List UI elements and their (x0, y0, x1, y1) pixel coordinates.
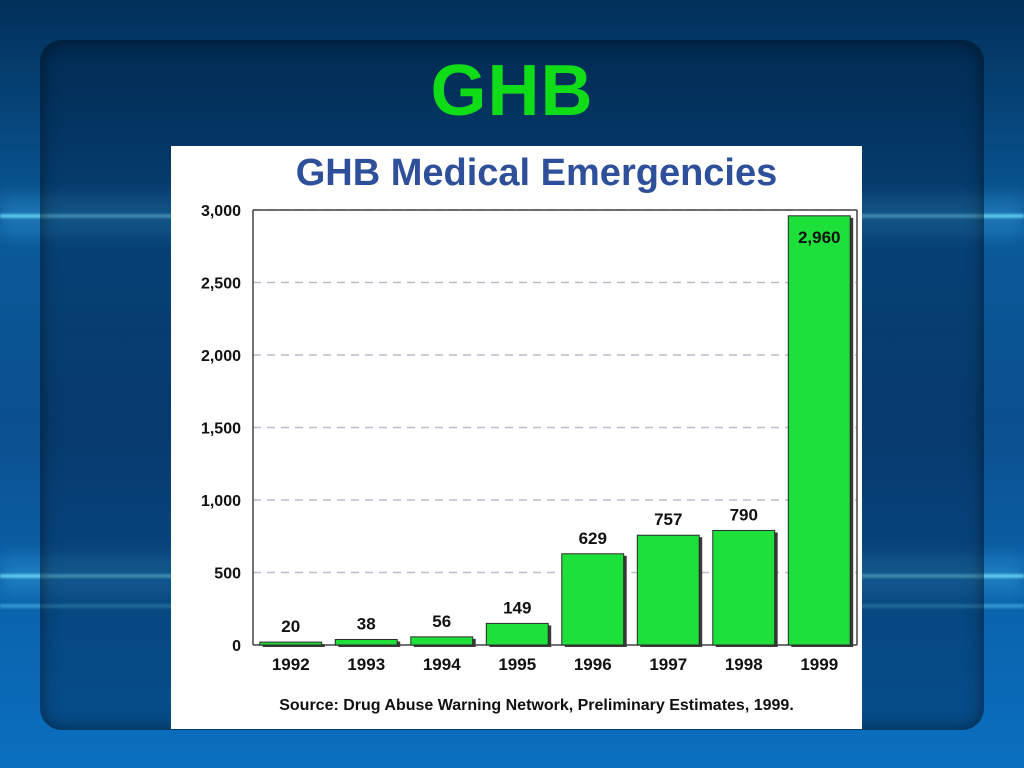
bar (259, 641, 323, 646)
y-tick-label: 3,000 (201, 203, 241, 220)
y-tick-label: 1,500 (201, 421, 241, 438)
y-tick-label: 0 (232, 638, 241, 655)
data-label: 38 (357, 614, 376, 633)
x-tick-label: 1996 (574, 655, 612, 674)
y-tick-label: 1,000 (201, 493, 241, 510)
data-label: 2,960 (798, 228, 841, 247)
chart-source: Source: Drug Abuse Warning Network, Prel… (279, 697, 794, 714)
slide-title: GHB (430, 51, 594, 131)
x-tick-label: 1993 (347, 655, 385, 674)
y-tick-label: 2,000 (201, 348, 241, 365)
bar (334, 638, 398, 646)
bar (485, 622, 549, 646)
x-tick-label: 1997 (649, 655, 687, 674)
data-label: 757 (654, 510, 682, 529)
bar-chart: 0 500 1,000 1,500 2,000 2,500 3,000 20 1992 38 199… (201, 203, 858, 674)
bar (712, 529, 776, 646)
y-tick-label: 500 (214, 566, 241, 583)
data-label: 629 (579, 529, 607, 548)
x-tick-label: 1992 (272, 655, 310, 674)
x-tick-label: 1998 (725, 655, 763, 674)
data-label: 790 (730, 505, 758, 524)
bar (636, 534, 700, 646)
bar (410, 636, 474, 646)
x-tick-label: 1995 (498, 655, 536, 674)
data-label: 149 (503, 598, 531, 617)
chart-title: GHB Medical Emergencies (295, 152, 778, 194)
chart-container: GHB Medical Emergencies 0 500 1,000 1,500 2,… (171, 146, 862, 729)
bar-shadow (262, 644, 325, 647)
bar (787, 215, 851, 646)
y-tick-label: 2,500 (201, 276, 241, 293)
data-label: 56 (432, 612, 451, 631)
data-label: 20 (281, 617, 300, 636)
x-tick-label: 1994 (423, 655, 461, 674)
x-tick-label: 1999 (800, 655, 838, 674)
bar (561, 553, 625, 646)
